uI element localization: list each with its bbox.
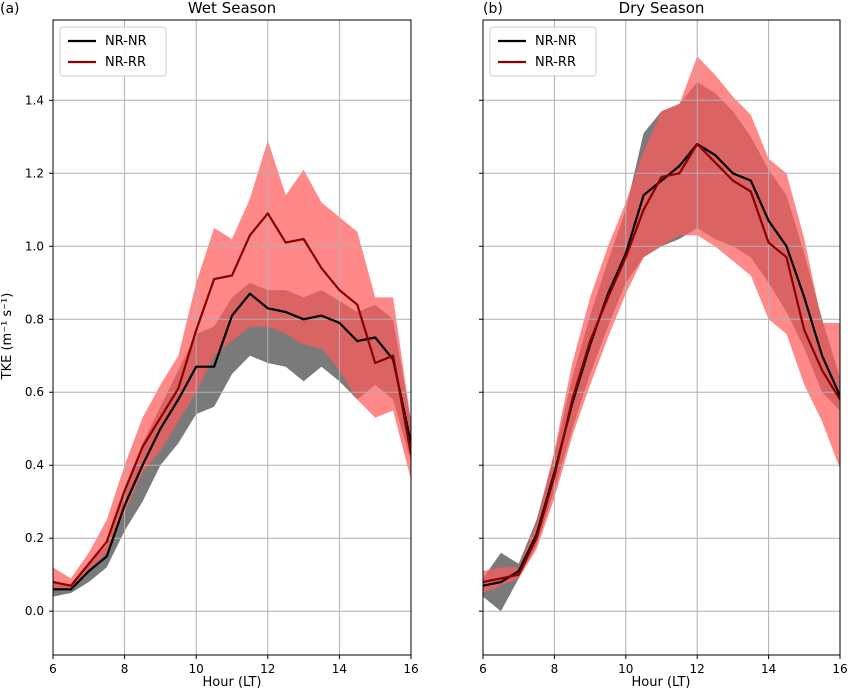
panel-title: Dry Season: [619, 0, 705, 17]
panel-label: (a): [0, 1, 20, 17]
y-tick-label: 0.6: [25, 385, 44, 399]
line-layer: [53, 212, 411, 591]
x-tick-label: 12: [260, 662, 275, 676]
x-tick-label: 8: [121, 662, 129, 676]
x-tick-label: 6: [49, 662, 57, 676]
y-tick-label: 0.4: [25, 458, 44, 472]
y-tick-label: 1.0: [25, 239, 44, 253]
line-layer: [483, 143, 840, 587]
y-tick-label: 1.4: [25, 93, 44, 107]
series-line-nr-nr: [53, 292, 411, 591]
grid: [52, 20, 412, 655]
x-tick-label: 8: [551, 662, 559, 676]
legend-box: [489, 26, 597, 77]
axes-frame: [482, 19, 841, 656]
y-tick-label: 1.2: [25, 166, 44, 180]
legend-label-nr-rr: NR-RR: [535, 55, 576, 70]
range-band-nr-rr: [483, 56, 840, 593]
legend-box: [59, 26, 167, 77]
band-layer: [483, 56, 840, 612]
legend: NR-NR NR-RR: [59, 26, 167, 77]
legend-label-nr-nr: NR-NR: [105, 34, 147, 49]
x-tick-label: 14: [761, 662, 776, 676]
legend-label-nr-nr: NR-NR: [535, 34, 577, 49]
series-line-nr-rr: [53, 212, 411, 587]
y-tick-label: 0.0: [25, 604, 44, 618]
x-tick-label: 14: [332, 662, 347, 676]
x-tick-label: 6: [479, 662, 487, 676]
legend-label-nr-rr: NR-RR: [105, 55, 146, 70]
y-tick-label: 0.2: [25, 531, 44, 545]
axes-frame: [52, 19, 412, 656]
y-tick-label: 0.8: [25, 312, 44, 326]
panel-wet-season: 6 8 10 12 14 16 0.0 0.2 0.4 0.6 0.8 1.0 1.2 1.4 (a) Wet…: [0, 0, 419, 676]
range-band-nr-nr: [53, 282, 411, 597]
range-band-nr-rr: [53, 140, 411, 590]
x-tick-label: 16: [403, 662, 418, 676]
x-tick-label: 16: [832, 662, 847, 676]
x-axis-label-left: Hour (LT): [203, 675, 262, 690]
panel-dry-season: 6 8 10 12 14 16 (b) Dry Season NR-NR NR-RR: [479, 0, 848, 676]
series-line-nr-rr: [483, 143, 840, 584]
panel-label: (b): [483, 1, 503, 17]
panel-title: Wet Season: [188, 0, 276, 17]
band-layer: [53, 140, 411, 597]
y-axis-label: TKE (m⁻¹ s⁻¹): [0, 293, 15, 381]
x-tick-label: 10: [189, 662, 204, 676]
legend: NR-NR NR-RR: [489, 26, 597, 77]
x-axis-label-right: Hour (LT): [632, 675, 691, 690]
x-tick-label: 12: [690, 662, 705, 676]
x-tick-label: 10: [618, 662, 633, 676]
